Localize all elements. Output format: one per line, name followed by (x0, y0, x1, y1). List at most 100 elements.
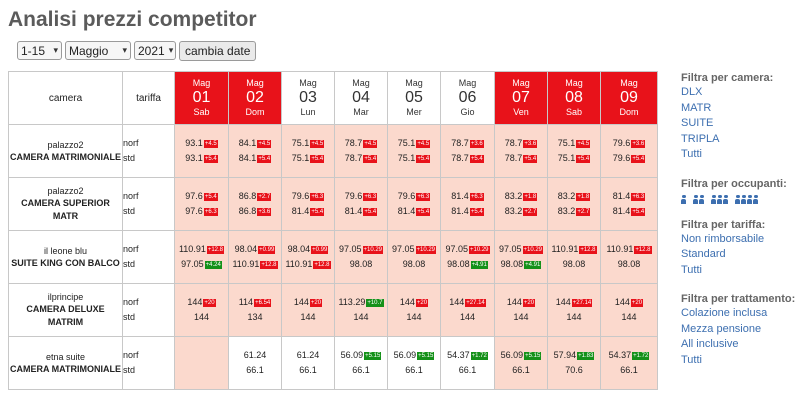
price-cell[interactable]: 78.7 +3.6 78.7 +5.4 (494, 124, 548, 178)
filter-camera-matr[interactable]: MATR (681, 101, 712, 114)
occupanti-icons (681, 194, 797, 204)
price-cell[interactable]: 113.29 +10.7 144 (334, 283, 388, 337)
price-value: 110.91 (606, 244, 634, 254)
price-cell[interactable]: 97.05 +10.29 98.08 (334, 230, 388, 284)
price-line: 75.1 +5.4 (388, 151, 440, 166)
range-select[interactable]: 1-15 ▾ (17, 41, 62, 60)
price-cell[interactable]: 97.05 +10.29 98.08 +4.91 (494, 230, 548, 284)
price-line: 66.1 (282, 363, 334, 378)
price-cell[interactable]: 98.04 +0.99 110.91 +12.8 (281, 230, 335, 284)
price-cell[interactable]: 79.6 +6.3 81.4 +5.4 (281, 177, 335, 231)
filter-tariffa-standard[interactable]: Standard (681, 248, 726, 260)
price-cell[interactable]: 114 +6.54 134 (228, 283, 282, 337)
price-diff-badge: +3.6 (523, 140, 538, 148)
filter-trattamento-colazione[interactable]: Colazione inclusa (681, 307, 768, 319)
price-cell[interactable]: 56.09 +5.15 66.1 (387, 336, 441, 390)
price-cell[interactable]: 144 +20 144 (494, 283, 548, 337)
price-cell[interactable]: 86.8 +2.7 86.8 +3.6 (228, 177, 282, 231)
filter-camera-suite[interactable]: SUITE (681, 117, 714, 129)
price-cell[interactable]: 97.05 +10.29 98.08 +4.91 (440, 230, 495, 284)
price-cell[interactable]: 144 +27.14 144 (547, 283, 601, 337)
price-cell[interactable]: 97.6 +5.4 97.6 +6.3 (174, 177, 229, 231)
price-cell[interactable]: 57.94 +1.83 70.6 (547, 336, 601, 390)
person-2-icon[interactable] (693, 194, 704, 204)
price-cell[interactable]: 75.1 +4.5 75.1 +5.4 (387, 124, 441, 178)
price-line: 97.05 +10.29 (388, 242, 440, 257)
price-cell[interactable]: 98.04 +0.99 110.91 +12.8 (228, 230, 282, 284)
price-cell[interactable]: 56.09 +5.15 66.1 (334, 336, 388, 390)
price-cell[interactable]: 144 +20 144 (281, 283, 335, 337)
price-cell[interactable]: 144 +20 144 (174, 283, 229, 337)
price-cell[interactable]: 79.6 +6.3 81.4 +5.4 (334, 177, 388, 231)
price-cell[interactable]: 110.91 +12.8 98.08 (547, 230, 601, 284)
day-header-month: Mag (352, 78, 370, 88)
price-value: 144 (513, 312, 529, 322)
price-cell[interactable]: 75.1 +4.5 75.1 +5.4 (281, 124, 335, 178)
person-body (723, 198, 728, 204)
price-cell[interactable]: 110.91 +12.8 98.08 (600, 230, 658, 284)
price-diff-badge: +27.14 (571, 299, 593, 307)
price-line: 144 (495, 310, 547, 325)
price-line: 81.4 +5.4 (282, 204, 334, 219)
price-cell[interactable]: 83.2 +1.8 83.2 +2.7 (494, 177, 548, 231)
change-dates-button[interactable]: cambia date (179, 41, 257, 61)
filter-camera-tripla[interactable]: TRIPLA (681, 132, 720, 145)
price-cell[interactable]: 144 +20 144 (387, 283, 441, 337)
price-cell[interactable] (174, 336, 229, 390)
price-line: 79.6 +5.4 (601, 151, 657, 166)
year-select[interactable]: 2021 ▾ (134, 41, 176, 60)
person-icon (747, 194, 752, 204)
filter-trattamento-all-inclusive[interactable]: All inclusive (681, 338, 739, 350)
price-value: 84.1 (238, 138, 257, 148)
price-cell[interactable]: 79.6 +6.3 81.4 +5.4 (387, 177, 441, 231)
price-value: 66.1 (246, 365, 264, 375)
price-diff-badge: +5.4 (576, 155, 591, 163)
price-cell[interactable]: 54.37 +1.72 66.1 (440, 336, 495, 390)
person-head (736, 194, 740, 198)
filter-tariffa-non-rimborsabile[interactable]: Non rimborsabile (681, 232, 765, 245)
price-value: 114 (238, 297, 254, 307)
price-cell[interactable]: 78.7 +4.5 78.7 +5.4 (334, 124, 388, 178)
price-cell[interactable]: 97.05 +10.29 98.08 (387, 230, 441, 284)
price-cell[interactable]: 83.2 +1.8 83.2 +2.7 (547, 177, 601, 231)
filter-camera-tutti[interactable]: Tutti (681, 148, 702, 160)
price-cell[interactable]: 81.4 +6.3 81.4 +5.4 (440, 177, 495, 231)
day-header-month: Mag (458, 78, 477, 88)
filter-camera-dlx[interactable]: DLX (681, 86, 703, 98)
price-cell[interactable]: 144 +20 144 (600, 283, 658, 337)
price-cell[interactable]: 61.24 66.1 (228, 336, 282, 390)
price-cell[interactable]: 93.1 +4.5 93.1 +5.4 (174, 124, 229, 178)
day-header-date: 06 (458, 89, 477, 106)
price-cell[interactable]: 56.09 +5.15 66.1 (494, 336, 548, 390)
price-cell[interactable]: 61.24 66.1 (281, 336, 335, 390)
filter-occupanti-title: Filtra per occupanti: (681, 177, 787, 190)
price-line: 54.37 +1.72 (441, 348, 494, 363)
price-value: 81.4 (397, 206, 416, 216)
price-cell[interactable]: 78.7 +3.6 78.7 +5.4 (440, 124, 495, 178)
price-cell[interactable]: 110.91 +12.8 97.05 +4.24 (174, 230, 229, 284)
price-cell[interactable]: 81.4 +6.3 81.4 +5.4 (600, 177, 658, 231)
price-diff-badge: +5.4 (631, 155, 646, 163)
person-4-icon[interactable] (735, 194, 758, 204)
price-line: 81.4 +5.4 (388, 204, 440, 219)
person-3-icon[interactable] (711, 194, 728, 204)
price-diff-badge: +4.5 (416, 140, 431, 148)
filter-trattamento-tutti[interactable]: Tutti (681, 353, 702, 366)
table-row: etna suite CAMERA MATRIMONIALE norf std 61.2… (8, 336, 658, 390)
filter-trattamento-mezza-pensione[interactable]: Mezza pensione (681, 322, 762, 335)
price-cell[interactable]: 144 +27.14 144 (440, 283, 495, 337)
price-cell[interactable]: 75.1 +4.5 75.1 +5.4 (547, 124, 601, 178)
price-cell[interactable]: 84.1 +4.5 84.1 +5.4 (228, 124, 282, 178)
price-cell[interactable]: 54.37 +1.72 66.1 (600, 336, 658, 390)
person-body (741, 198, 746, 204)
price-cell[interactable]: 79.6 +3.6 79.6 +5.4 (600, 124, 658, 178)
person-icon (699, 194, 704, 204)
price-value: 81.4 (344, 206, 363, 216)
price-value: 144 (506, 297, 522, 307)
day-header: Mag 05 Mer (387, 71, 441, 125)
price-diff-badge: +4.5 (203, 140, 218, 148)
price-diff-badge: +10.29 (415, 246, 437, 254)
person-1-icon[interactable] (681, 194, 686, 204)
month-select[interactable]: Maggio ▾ (65, 41, 131, 60)
filter-tariffa-tutti[interactable]: Tutti (681, 263, 702, 276)
